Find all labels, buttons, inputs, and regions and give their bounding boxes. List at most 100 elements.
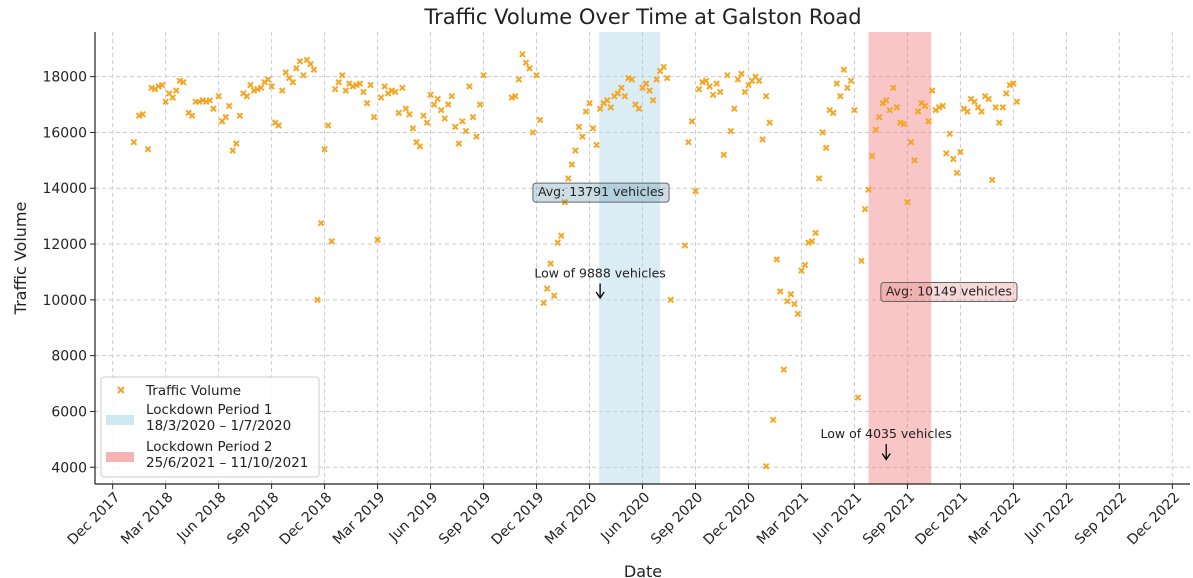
data-point	[441, 115, 449, 122]
data-point-stroke	[188, 112, 196, 120]
data-point	[529, 129, 537, 136]
data-point-stroke	[533, 71, 540, 79]
data-points	[130, 51, 1021, 470]
data-point	[829, 109, 837, 117]
data-point	[868, 152, 876, 160]
data-point-stroke	[169, 94, 177, 101]
data-point-stroke	[738, 70, 745, 78]
data-point-stroke	[522, 59, 530, 66]
data-point	[791, 300, 798, 308]
data-point-stroke	[582, 108, 590, 115]
data-point-stroke	[254, 85, 261, 93]
data-point	[377, 94, 385, 101]
data-point-stroke	[865, 186, 872, 193]
data-point	[169, 94, 177, 101]
data-point-stroke	[430, 101, 438, 108]
data-point	[406, 111, 413, 118]
data-point-stroke	[557, 232, 565, 239]
data-point-stroke	[575, 123, 583, 131]
legend-label: Lockdown Period 2	[146, 439, 272, 455]
data-point	[215, 92, 222, 100]
data-point	[335, 78, 343, 86]
y-tick-label: 10000	[42, 293, 87, 309]
data-point-stroke	[709, 91, 717, 99]
data-point-stroke	[642, 80, 650, 87]
data-point	[766, 119, 773, 126]
x-tick-label: Dec 2019	[489, 490, 548, 549]
data-point	[727, 127, 735, 135]
data-point-stroke	[469, 113, 477, 121]
x-tick-label: Jun 2022	[1021, 490, 1077, 546]
data-point	[314, 296, 321, 304]
data-point-stroke	[840, 66, 848, 73]
data-point	[515, 76, 523, 83]
data-point	[282, 69, 290, 76]
legend-patch-1	[106, 415, 134, 425]
x-tick-label: Mar 2020	[542, 490, 600, 548]
data-point-stroke	[985, 95, 992, 103]
data-point-stroke	[236, 112, 244, 120]
data-point	[741, 88, 749, 96]
data-point	[391, 88, 399, 96]
avg-annotation-box	[532, 182, 670, 203]
data-point-stroke	[653, 76, 660, 83]
data-point	[455, 140, 463, 147]
data-point-stroke	[957, 148, 964, 156]
data-point-stroke	[727, 127, 735, 135]
data-point-stroke	[660, 63, 668, 71]
data-point-stroke	[427, 91, 434, 99]
data-point-stroke	[995, 119, 1003, 126]
data-point	[798, 267, 805, 274]
data-point-stroke	[179, 78, 187, 86]
data-point-stroke	[713, 80, 720, 87]
data-point-stroke	[550, 292, 558, 299]
data-point-stroke	[451, 123, 459, 131]
data-point	[812, 229, 819, 237]
data-point	[819, 129, 826, 136]
data-point-stroke	[649, 97, 657, 104]
data-point-stroke	[529, 129, 537, 136]
data-point-stroke	[165, 90, 173, 97]
low-annotation-arrowhead	[881, 453, 891, 461]
data-point	[402, 105, 410, 113]
data-point-stroke	[360, 88, 367, 96]
data-point	[162, 98, 169, 106]
data-point-stroke	[925, 117, 932, 125]
legend-label: Lockdown Period 1	[146, 402, 272, 418]
data-point	[222, 113, 230, 121]
data-point-stroke	[206, 97, 214, 104]
y-axis-title: Traffic Volume	[11, 202, 30, 316]
data-point	[794, 310, 802, 318]
y-tick-label: 8000	[51, 349, 87, 365]
data-point-stroke	[515, 76, 523, 83]
avg-annotation-text: Avg: 13791 vehicles	[538, 184, 664, 199]
data-point	[822, 144, 830, 152]
data-point-stroke	[1013, 98, 1021, 106]
data-point-stroke	[437, 106, 445, 114]
data-point	[889, 84, 897, 92]
data-point-stroke	[914, 108, 922, 115]
data-point-stroke	[734, 76, 742, 83]
data-point-stroke	[596, 105, 604, 113]
data-point-stroke	[293, 64, 300, 72]
x-tick-label: Jun 2019	[386, 490, 442, 546]
data-point	[702, 77, 710, 85]
data-point-stroke	[886, 106, 894, 114]
data-point-stroke	[310, 66, 318, 73]
data-point-stroke	[992, 104, 1000, 111]
data-point	[773, 256, 781, 263]
data-point-stroke	[833, 80, 841, 87]
data-point-stroke	[328, 237, 335, 245]
data-point-stroke	[172, 87, 180, 94]
data-point	[430, 101, 438, 108]
data-point-stroke	[391, 88, 399, 96]
data-point-stroke	[603, 97, 611, 104]
data-point	[847, 77, 855, 85]
data-point-stroke	[861, 205, 869, 213]
data-point-stroke	[819, 129, 826, 136]
data-point-stroke	[614, 90, 622, 97]
data-point-stroke	[978, 108, 985, 115]
data-point	[787, 290, 795, 298]
x-tick-label: Sep 2019	[436, 490, 494, 548]
data-point-stroke	[907, 138, 915, 146]
